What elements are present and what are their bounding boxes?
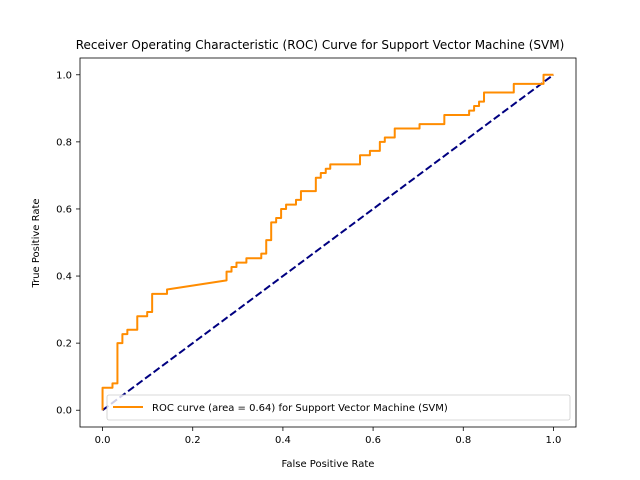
roc-curve-line: [101, 73, 554, 411]
x-tick-label: 0.6: [365, 435, 381, 446]
x-tick-label: 0.8: [455, 435, 471, 446]
y-axis: 0.0 0.2 0.4 0.6 0.8 1.0: [56, 70, 80, 417]
y-axis-label: True Positive Rate: [31, 198, 42, 288]
x-tick-label: 0.2: [185, 435, 201, 446]
x-axis-label: False Positive Rate: [282, 459, 375, 470]
y-tick-label: 0.6: [56, 204, 72, 215]
plot-area: [101, 73, 555, 412]
y-tick-label: 0.0: [56, 406, 72, 417]
y-tick-label: 1.0: [56, 70, 72, 81]
legend: ROC curve (area = 0.64) for Support Vect…: [106, 394, 571, 421]
legend-box: [106, 394, 571, 421]
chance-diagonal-line: [101, 73, 555, 412]
y-tick-label: 0.8: [56, 137, 72, 148]
y-tick-label: 0.4: [56, 272, 72, 283]
legend-label-roc-curve: ROC curve (area = 0.64) for Support Vect…: [152, 403, 448, 414]
x-tick-label: 0.4: [275, 435, 291, 446]
x-tick-label: 0.0: [95, 435, 111, 446]
chart-title: Receiver Operating Characteristic (ROC) …: [76, 38, 565, 52]
y-tick-label: 0.2: [56, 339, 72, 350]
x-axis: 0.0 0.2 0.4 0.6 0.8 1.0: [95, 427, 562, 446]
x-tick-label: 1.0: [546, 435, 562, 446]
plot-frame: [79, 57, 577, 428]
